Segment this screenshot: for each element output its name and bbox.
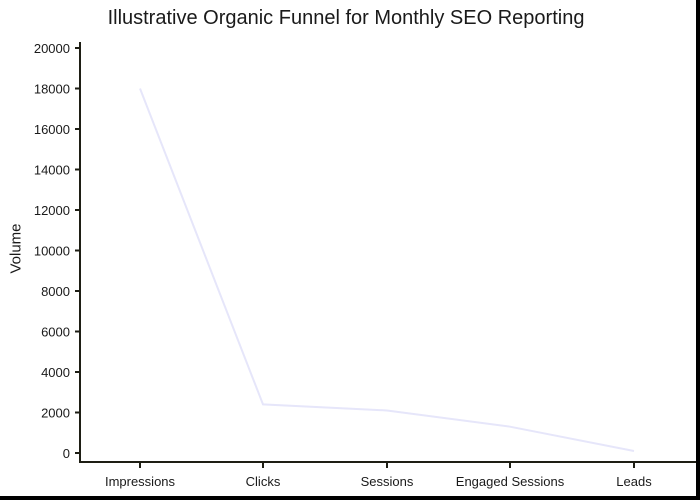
y-tick-label: 16000 bbox=[34, 122, 70, 137]
y-tick-label: 2000 bbox=[41, 406, 70, 421]
y-tick-label: 4000 bbox=[41, 365, 70, 380]
x-tick-label: Engaged Sessions bbox=[456, 474, 565, 489]
y-tick-label: 0 bbox=[63, 446, 70, 461]
series-line bbox=[139, 88, 635, 452]
y-tick-label: 10000 bbox=[34, 244, 70, 259]
x-tick-label: Clicks bbox=[246, 474, 281, 489]
y-tick-label: 20000 bbox=[34, 41, 70, 56]
y-tick-label: 14000 bbox=[34, 163, 70, 178]
x-tick-label: Impressions bbox=[105, 474, 176, 489]
y-tick-label: 8000 bbox=[41, 284, 70, 299]
y-tick-label: 12000 bbox=[34, 203, 70, 218]
x-axis-ticks: Impressions Clicks Sessions Engaged Session… bbox=[105, 462, 652, 489]
x-tick-label: Sessions bbox=[361, 474, 414, 489]
y-tick-label: 6000 bbox=[41, 325, 70, 340]
y-tick-label: 18000 bbox=[34, 82, 70, 97]
y-axis-ticks: 0 2000 4000 6000 8000 10000 12000 14000 16000 180… bbox=[34, 41, 80, 461]
window-edge-right bbox=[696, 0, 700, 500]
chart-title: Illustrative Organic Funnel for Monthly … bbox=[107, 7, 585, 29]
x-tick-label: Leads bbox=[616, 474, 652, 489]
window-edge-bottom bbox=[0, 496, 700, 500]
